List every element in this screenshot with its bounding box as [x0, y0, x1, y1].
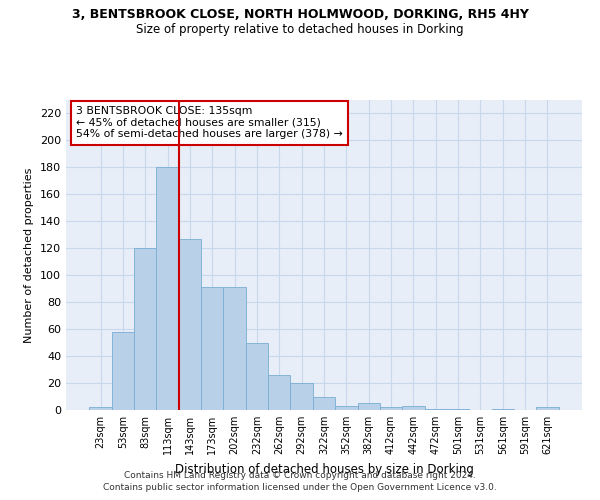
X-axis label: Distribution of detached houses by size in Dorking: Distribution of detached houses by size … [175, 462, 473, 475]
Bar [246, 342, 268, 410]
Bar [290, 383, 313, 410]
Bar [134, 248, 157, 410]
Bar [380, 408, 402, 410]
Text: Contains HM Land Registry data © Crown copyright and database right 2024.: Contains HM Land Registry data © Crown c… [124, 471, 476, 480]
Text: 3, BENTSBROOK CLOSE, NORTH HOLMWOOD, DORKING, RH5 4HY: 3, BENTSBROOK CLOSE, NORTH HOLMWOOD, DOR… [71, 8, 529, 20]
Bar [223, 288, 246, 410]
Bar [536, 408, 559, 410]
Bar [157, 168, 179, 410]
Text: Size of property relative to detached houses in Dorking: Size of property relative to detached ho… [136, 22, 464, 36]
Bar [447, 408, 469, 410]
Bar [179, 239, 201, 410]
Bar [112, 332, 134, 410]
Bar [201, 288, 223, 410]
Bar [491, 408, 514, 410]
Bar [402, 406, 425, 410]
Text: 3 BENTSBROOK CLOSE: 135sqm
← 45% of detached houses are smaller (315)
54% of sem: 3 BENTSBROOK CLOSE: 135sqm ← 45% of deta… [76, 106, 343, 140]
Y-axis label: Number of detached properties: Number of detached properties [25, 168, 34, 342]
Bar [313, 396, 335, 410]
Bar [335, 406, 358, 410]
Bar [268, 375, 290, 410]
Bar [358, 404, 380, 410]
Text: Contains public sector information licensed under the Open Government Licence v3: Contains public sector information licen… [103, 484, 497, 492]
Bar [425, 408, 447, 410]
Bar [89, 408, 112, 410]
